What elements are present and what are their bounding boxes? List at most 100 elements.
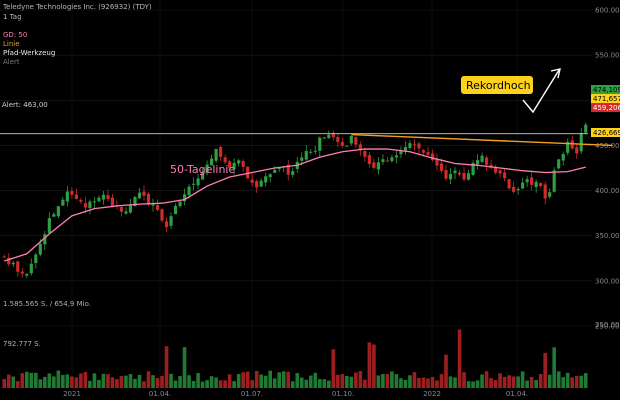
candle-body [417,143,421,149]
candle-body [70,191,74,195]
volume-bar [124,375,128,388]
candle-body [79,199,83,202]
volume-bar [412,372,417,388]
candle-body [291,171,295,175]
volume-bar [2,379,7,388]
volume-bar [331,349,336,388]
candle-body [480,155,484,162]
candle-body [196,178,200,186]
volume-bar [272,378,277,388]
candle-body [336,136,340,142]
volume-bar [277,372,282,388]
volume-bar [137,374,142,388]
volume-bar [241,372,245,388]
volume-bar [146,371,151,388]
x-tick-label: 2021 [63,390,81,398]
volume-bar [254,370,259,388]
instrument-title: Teledyne Technologies Inc. (926932) (TDY… [3,3,152,11]
candle-body [124,211,128,214]
volume-bar [128,374,133,388]
candle-body [182,194,187,202]
volume-bar [56,370,61,388]
tool-line-label[interactable]: Linie [3,40,20,48]
candle-body [38,243,42,255]
candle-body [552,170,556,192]
candle-body [394,155,399,158]
volume-bars [2,329,588,388]
candle-body [29,263,33,274]
price-tag-ma: 426,669 [593,129,620,137]
volume-bar [11,376,16,388]
x-tick-label: 01.07. [241,390,263,398]
price-tag-trend: 471,657 [593,95,620,103]
candle-body [354,137,358,145]
resistance-trendline[interactable] [351,133,613,147]
candle-body [16,261,20,272]
candle-body [7,257,11,265]
volume-bar [408,375,412,388]
volume-bar [390,371,394,388]
volume-bar [281,371,286,388]
candle-body [331,132,335,138]
candle-body [237,160,241,164]
candle-body [300,157,304,161]
candle-body [268,174,272,178]
volume-bar [435,380,439,388]
volume-bar [349,376,354,388]
volume-bar [263,375,268,388]
candle-body [457,172,462,175]
volume-info-2: 792.777 S. [3,340,41,348]
record-high-callout [461,76,533,94]
tool-path-label[interactable]: Pfad-Werkzeug [3,49,56,57]
candle-body [178,201,182,207]
volume-bar [142,381,146,388]
volume-bar [556,371,561,388]
candle-body [516,189,520,191]
candle-body [56,206,60,217]
candle-body [435,159,439,166]
y-tick-label: 450.000 [595,142,620,150]
volume-bar [173,380,178,388]
candle-body [412,144,417,146]
alert-label: Alert: 463,00 [2,101,48,109]
candle-body [151,203,155,206]
price-tag-alert: 459,206 [593,104,620,112]
x-tick-label: 01.04. [506,390,528,398]
candle-body [201,173,205,180]
candle-body [309,151,313,153]
candle-body [43,234,47,245]
x-tick-label: 2022 [423,390,441,398]
price-tags: 474,109 471,657 459,206 426,669 [591,85,620,137]
candle-body [539,183,543,187]
candle-body [313,150,317,152]
candle-body [191,183,196,185]
candle-body [561,154,565,161]
price-candles [2,122,588,279]
volume-bar [453,377,457,388]
candle-body [142,191,146,196]
volume-bar [155,378,160,388]
candle-body [579,133,583,152]
candle-body [421,150,426,153]
volume-bar [178,376,182,388]
volume-bar [97,379,101,388]
candle-body [223,157,227,163]
volume-bar [214,377,218,388]
candle-body [507,179,511,189]
candle-body [340,141,344,146]
indicator-label[interactable]: GD: 50 [3,31,28,39]
volume-bar [47,373,52,388]
candle-body [173,205,178,215]
candle-body [570,140,574,149]
record-high-label: Rekordhoch [466,79,531,92]
volume-bar [525,380,529,388]
alert-legend-label[interactable]: Alert [3,58,20,66]
volume-bar [110,377,115,388]
candle-body [241,161,245,167]
candle-body [304,150,308,160]
volume-bar [498,373,502,388]
candle-body [575,147,579,154]
candle-body [376,162,380,170]
candle-body [439,163,444,171]
